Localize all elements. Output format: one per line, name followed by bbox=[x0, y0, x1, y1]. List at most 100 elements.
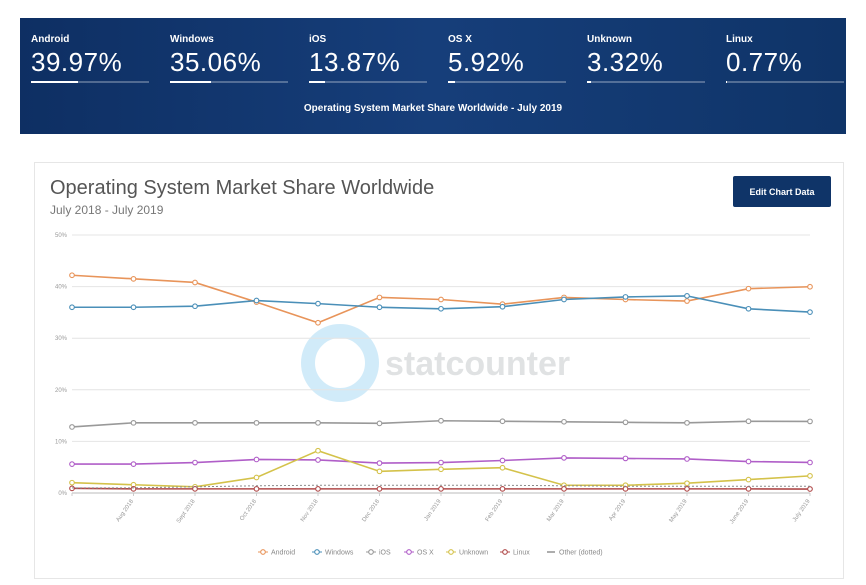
stat-value: 0.77% bbox=[726, 47, 803, 77]
stat-bar bbox=[31, 81, 149, 83]
stat-bar bbox=[726, 81, 844, 83]
data-point bbox=[376, 294, 383, 301]
stat-windows[interactable]: Windows 35.06% bbox=[170, 34, 288, 83]
data-point bbox=[561, 418, 567, 425]
series-line-other-dotted- bbox=[72, 484, 810, 489]
data-point bbox=[253, 486, 260, 492]
y-tick-label: 10% bbox=[55, 439, 68, 445]
legend-label: Linux bbox=[513, 550, 530, 557]
x-tick-label: June 2019 bbox=[729, 498, 750, 525]
y-tick-label: 40% bbox=[55, 285, 68, 291]
stat-value: 3.32% bbox=[587, 47, 664, 77]
data-point bbox=[807, 283, 813, 290]
legend-label: Other (dotted) bbox=[559, 550, 603, 557]
line-chart: statcounter 0% 10% 20% 30% 40% 50% Aug 2018 Sept… bbox=[55, 233, 813, 557]
data-point bbox=[561, 296, 567, 303]
edit-chart-data-button[interactable]: Edit Chart Data bbox=[733, 176, 831, 207]
stat-name: Windows bbox=[170, 34, 214, 45]
data-point bbox=[499, 418, 506, 425]
data-point bbox=[69, 461, 75, 467]
data-point bbox=[745, 285, 752, 292]
data-point bbox=[561, 455, 567, 461]
stat-value: 39.97% bbox=[31, 47, 123, 77]
stat-value: 35.06% bbox=[170, 47, 262, 77]
data-point bbox=[130, 304, 137, 311]
data-point bbox=[192, 459, 198, 466]
legend-marker bbox=[368, 549, 374, 555]
stat-name: iOS bbox=[309, 34, 327, 45]
legend-label: Windows bbox=[325, 550, 354, 557]
data-point bbox=[253, 297, 260, 304]
data-point bbox=[192, 486, 198, 492]
data-point bbox=[745, 458, 752, 465]
x-tick-label: May 2019 bbox=[669, 498, 689, 524]
data-point bbox=[807, 309, 813, 315]
stat-ios[interactable]: iOS 13.87% bbox=[309, 34, 427, 83]
data-point bbox=[807, 486, 813, 492]
x-tick-label: Aug 2018 bbox=[115, 498, 135, 523]
data-point bbox=[130, 461, 137, 467]
y-tick-label: 30% bbox=[55, 336, 68, 342]
stat-bar-fill bbox=[726, 81, 727, 83]
data-point bbox=[499, 457, 506, 464]
data-point bbox=[69, 272, 75, 279]
stat-name: Linux bbox=[726, 34, 753, 45]
stat-bar-fill bbox=[170, 81, 212, 83]
stat-bar bbox=[309, 81, 427, 83]
data-point bbox=[69, 304, 75, 311]
data-point bbox=[376, 304, 383, 311]
data-point bbox=[684, 456, 690, 462]
data-point bbox=[438, 296, 444, 303]
data-point bbox=[745, 305, 752, 312]
stat-value: 5.92% bbox=[448, 47, 525, 77]
stat-bar-fill bbox=[448, 81, 455, 83]
data-point bbox=[684, 293, 690, 299]
data-point bbox=[253, 456, 260, 463]
x-tick-label: Jan 2019 bbox=[424, 498, 443, 522]
summary-banner: Android 39.97% Windows 35.06% iOS 13.87%… bbox=[20, 18, 846, 134]
data-point bbox=[745, 418, 752, 425]
legend-marker bbox=[314, 549, 320, 555]
data-point bbox=[69, 485, 75, 492]
y-tick-label: 50% bbox=[55, 233, 68, 239]
data-point bbox=[376, 486, 383, 492]
x-tick-label: Nov 2018 bbox=[300, 498, 320, 523]
legend-label: iOS bbox=[379, 550, 391, 557]
data-point bbox=[130, 276, 137, 282]
stat-android[interactable]: Android 39.97% bbox=[31, 34, 149, 83]
stat-osx[interactable]: OS X 5.92% bbox=[448, 34, 566, 83]
data-point bbox=[376, 420, 383, 427]
stat-linux[interactable]: Linux 0.77% bbox=[726, 34, 844, 83]
stat-bar-fill bbox=[31, 81, 79, 83]
x-tick-label: Feb 2019 bbox=[485, 498, 505, 523]
data-point bbox=[438, 417, 444, 424]
data-point bbox=[376, 468, 383, 475]
data-point bbox=[315, 457, 321, 463]
data-point bbox=[438, 305, 444, 312]
data-point bbox=[130, 486, 137, 492]
stat-bar-fill bbox=[309, 81, 326, 83]
data-point bbox=[438, 486, 444, 492]
data-point bbox=[622, 486, 629, 492]
data-point bbox=[499, 486, 506, 492]
data-point bbox=[622, 419, 629, 426]
chart-title: Operating System Market Share Worldwide bbox=[50, 177, 435, 199]
stat-name: Android bbox=[31, 34, 70, 45]
data-point bbox=[315, 300, 321, 307]
data-point bbox=[315, 486, 321, 492]
legend-marker bbox=[406, 549, 412, 555]
stat-unknown[interactable]: Unknown 3.32% bbox=[587, 34, 705, 83]
data-point bbox=[684, 480, 690, 487]
chart-card: statcounter 0% 10% 20% 30% 40% 50% Aug 2018 Sept… bbox=[34, 162, 844, 579]
legend-marker bbox=[260, 549, 266, 555]
data-point bbox=[807, 418, 813, 425]
statcounter-logo-icon bbox=[301, 324, 379, 402]
stat-name: OS X bbox=[448, 34, 472, 45]
x-tick-label: July 2019 bbox=[792, 498, 812, 523]
stat-value: 13.87% bbox=[309, 47, 401, 77]
data-point bbox=[192, 303, 198, 310]
watermark-text: statcounter bbox=[385, 345, 570, 383]
data-point bbox=[807, 473, 813, 479]
data-point bbox=[745, 476, 752, 483]
legend-label: Unknown bbox=[459, 550, 488, 557]
